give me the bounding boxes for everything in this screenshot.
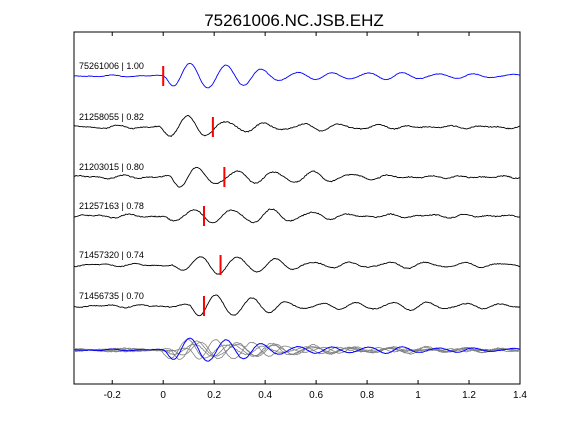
- x-tick-label: 0: [160, 390, 166, 401]
- trace-labels: 75261006 | 1.00 21258055 | 0.82 21203015 |…: [79, 61, 144, 301]
- trace-label-21203015: 21203015 | 0.80: [79, 162, 144, 172]
- trace-label-71457320: 71457320 | 0.74: [79, 250, 144, 260]
- x-tick-label: 1.4: [513, 390, 527, 401]
- x-tick-label: 0.4: [258, 390, 272, 401]
- x-tick-label: 0.6: [309, 390, 323, 401]
- x-tick-label: 0.8: [360, 390, 374, 401]
- overlay-stack: [73, 337, 521, 362]
- waveform-71456735: [73, 294, 521, 317]
- x-tick-label: 0.2: [207, 390, 221, 401]
- waveform-21258055: [73, 115, 521, 137]
- x-tick-label: 1: [415, 390, 421, 401]
- waveform-71457320: [73, 256, 521, 275]
- waveform-21203015: [73, 166, 520, 188]
- pick-markers: [162, 66, 226, 316]
- overlay-trace-71457320: [73, 341, 520, 360]
- x-axis: -0.2 0 0.2 0.4 0.6 0.8 1 1.2 1.4: [104, 32, 527, 401]
- plot-frame: [73, 31, 521, 385]
- overlay-trace-75261006: [73, 337, 521, 362]
- chart-title: 75261006.NC.JSB.EHZ: [204, 11, 384, 30]
- traces-layer: [73, 62, 521, 317]
- trace-label-71456735: 71456735 | 0.70: [79, 291, 144, 301]
- x-tick-label: -0.2: [104, 390, 122, 401]
- trace-label-21257163: 21257163 | 0.78: [79, 201, 144, 211]
- trace-label-21258055: 21258055 | 0.82: [79, 112, 144, 122]
- waveform-21257163: [73, 208, 520, 224]
- trace-label-75261006: 75261006 | 1.00: [79, 61, 144, 71]
- waveform-75261006: [73, 62, 521, 89]
- x-tick-label: 1.2: [462, 390, 476, 401]
